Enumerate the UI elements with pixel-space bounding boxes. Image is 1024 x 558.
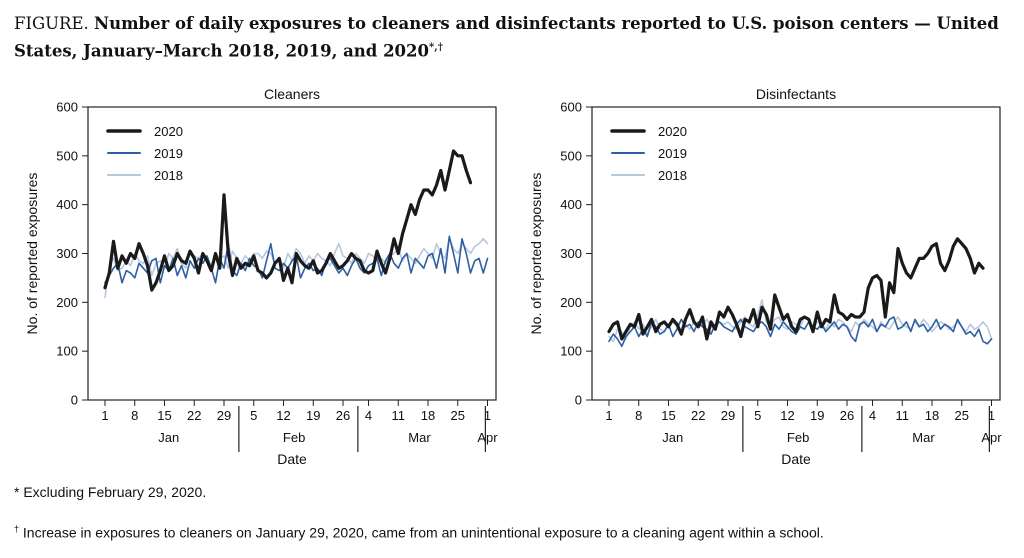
x-tick-label: 22 <box>187 408 201 423</box>
y-tick-label: 600 <box>560 100 582 115</box>
y-tick-label: 500 <box>56 148 78 163</box>
x-axis-label: Date <box>781 451 811 467</box>
y-tick-label: 500 <box>560 148 582 163</box>
series-line-2019 <box>608 316 993 348</box>
y-tick-label: 300 <box>560 246 582 261</box>
month-label: Mar <box>912 430 935 445</box>
series-line-2020 <box>607 237 985 341</box>
x-tick-label: 1 <box>101 408 108 423</box>
legend-label-2019: 2019 <box>154 146 183 161</box>
x-tick-label: 5 <box>250 408 257 423</box>
y-tick-label: 0 <box>575 393 582 408</box>
legend-label-2020: 2020 <box>154 124 183 139</box>
y-axis-label: No. of reported exposures <box>24 173 40 335</box>
series-line-2020 <box>103 149 473 292</box>
disinfectants-chart: Disinfectants 0 100 200 300 400 500 600 No. of r… <box>528 86 1002 467</box>
x-tick-label: 4 <box>365 408 372 423</box>
plot-frame <box>87 106 497 401</box>
x-tick-label: 25 <box>451 408 465 423</box>
month-label: Mar <box>408 430 431 445</box>
x-tick-label: 19 <box>306 408 320 423</box>
x-tick-label: 18 <box>421 408 435 423</box>
figure-title-marks: *,† <box>429 42 443 53</box>
month-label: Feb <box>283 430 305 445</box>
y-tick-label: 200 <box>560 295 582 310</box>
chart-title: Cleaners <box>264 86 320 102</box>
month-label: Apr <box>477 430 498 445</box>
month-label: Feb <box>787 430 809 445</box>
y-tick-label: 400 <box>56 197 78 212</box>
x-tick-label: 4 <box>869 408 876 423</box>
month-label: Apr <box>981 430 1002 445</box>
x-tick-label: 8 <box>131 408 138 423</box>
x-tick-label: 11 <box>896 408 910 423</box>
x-tick-label: 18 <box>925 408 939 423</box>
footnote-jan29-increase: † Increase in exposures to cleaners on J… <box>14 524 824 541</box>
y-tick-label: 300 <box>56 246 78 261</box>
legend-label-2019: 2019 <box>658 146 687 161</box>
y-tick-label: 600 <box>56 100 78 115</box>
cleaners-chart: Cleaners 0 100 200 300 400 500 600 No. of report… <box>24 86 498 467</box>
footnote-text: Excluding February 29, 2020. <box>19 484 207 500</box>
legend-label-2018: 2018 <box>154 168 183 183</box>
footnote-excluding-feb29: * Excluding February 29, 2020. <box>14 484 206 500</box>
x-tick-label: 11 <box>392 408 406 423</box>
x-tick-label: 12 <box>276 408 290 423</box>
y-tick-label: 200 <box>56 295 78 310</box>
x-tick-label: 29 <box>217 408 231 423</box>
month-label: Jan <box>662 430 683 445</box>
x-axis-label: Date <box>277 451 307 467</box>
footnote-mark: † <box>14 524 20 534</box>
y-tick-label: 0 <box>71 393 78 408</box>
x-tick-label: 1 <box>988 408 995 423</box>
series-line-2018 <box>104 238 489 299</box>
y-tick-label: 100 <box>560 344 582 359</box>
figure-title: FIGURE. Number of daily exposures to cle… <box>14 12 1014 64</box>
x-tick-label: 22 <box>691 408 705 423</box>
x-tick-label: 26 <box>840 408 854 423</box>
month-label: Jan <box>158 430 179 445</box>
x-tick-label: 15 <box>157 408 171 423</box>
y-tick-label: 100 <box>56 344 78 359</box>
footnote-text: Increase in exposures to cleaners on Jan… <box>19 524 824 541</box>
x-tick-label: 29 <box>721 408 735 423</box>
x-tick-label: 15 <box>661 408 675 423</box>
x-tick-label: 8 <box>635 408 642 423</box>
x-tick-label: 5 <box>754 408 761 423</box>
footnote-mark: * <box>14 484 20 500</box>
x-tick-label: 1 <box>605 408 612 423</box>
legend-label-2018: 2018 <box>658 168 687 183</box>
legend-label-2020: 2020 <box>658 124 687 139</box>
x-tick-label: 25 <box>955 408 969 423</box>
figure-title-label: FIGURE. <box>14 14 89 33</box>
y-axis-label: No. of reported exposures <box>528 173 544 335</box>
x-tick-label: 12 <box>780 408 794 423</box>
y-tick-label: 400 <box>560 197 582 212</box>
x-tick-label: 1 <box>484 408 491 423</box>
figure-title-text: Number of daily exposures to cleaners an… <box>14 14 999 61</box>
x-tick-label: 26 <box>336 408 350 423</box>
chart-title: Disinfectants <box>756 86 836 102</box>
x-tick-label: 19 <box>810 408 824 423</box>
